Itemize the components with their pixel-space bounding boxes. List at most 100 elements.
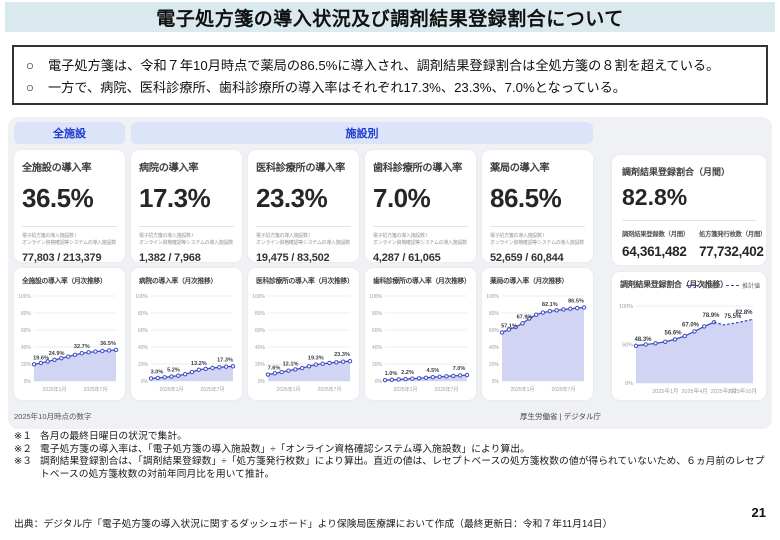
svg-text:5.2%: 5.2%: [167, 368, 180, 374]
chart-svg: 0% 20% 40% 60% 80% 100% 2025年1月 2025年7月 19.6%24.…: [18, 294, 119, 393]
svg-text:12.1%: 12.1%: [283, 362, 299, 368]
stat-sublabel-line2: オンライン資格確認等システムの導入施設数: [139, 240, 233, 246]
chart-card-hospitals-trend: 病院の導入率（月次推移） 0% 20% 40% 60% 80% 100% 2025年1月 20…: [131, 268, 242, 400]
svg-text:100%: 100%: [619, 304, 633, 310]
svg-text:60%: 60%: [21, 328, 32, 334]
svg-text:3.0%: 3.0%: [151, 369, 164, 375]
line-chart-hospitals: 0% 20% 40% 60% 80% 100% 2025年1月 2025年7月 3.0% 5.2%…: [135, 286, 238, 394]
svg-text:60%: 60%: [372, 328, 383, 334]
line-chart-all-facilities: 0% 20% 40% 60% 80% 100% 2025年1月 2025年7月 19.6% 24.…: [18, 286, 121, 394]
legend-label: 推計値: [741, 284, 760, 290]
svg-text:80%: 80%: [255, 311, 266, 317]
stat-card-all-facilities: 全施設の導入率 36.5% 電子処方箋の導入施設数 / オンライン資格確認等シス…: [14, 150, 125, 264]
footnote-marker: ※２: [14, 443, 33, 455]
stat-value: 86.5%: [490, 183, 562, 213]
footnote-2: ※２ 電子処方箋の導入率は、「電子処方箋の導入施設数」÷「オンライン資格確認シス…: [14, 444, 770, 457]
svg-text:36.5%: 36.5%: [100, 341, 116, 347]
svg-text:20%: 20%: [489, 362, 500, 368]
svg-text:60%: 60%: [489, 328, 500, 334]
svg-text:80%: 80%: [372, 311, 383, 317]
svg-text:4.5%: 4.5%: [426, 368, 439, 374]
svg-text:100%: 100%: [369, 294, 382, 300]
stat-sublabel-line1: 電子処方箋の導入施設数 /: [22, 233, 76, 239]
svg-text:67.9%: 67.9%: [517, 314, 533, 320]
svg-text:2025年4月: 2025年4月: [681, 387, 707, 395]
svg-text:82.1%: 82.1%: [542, 302, 558, 308]
chart-card-all-facilities-trend: 全施設の導入率（月次推移） 0% 20% 40% 60% 80% 100% 2025年1月 2…: [14, 268, 125, 400]
svg-text:40%: 40%: [21, 345, 32, 351]
svg-text:17.3%: 17.3%: [217, 357, 233, 363]
title-bar: 電子処方箋の導入状況及び調剤結果登録割合について: [5, 2, 775, 32]
svg-text:23.3%: 23.3%: [334, 352, 350, 358]
divider: [139, 226, 234, 227]
chart-card-registration-trend: 調剤結果登録割合（月次推移） 実測値 推計値 0% 50% 100% 2025年1月 2…: [612, 272, 766, 400]
svg-text:2025年7月: 2025年7月: [552, 386, 576, 393]
svg-text:7.6%: 7.6%: [268, 366, 281, 372]
bullet-circle-icon: ○: [26, 58, 34, 73]
stat-title: 薬局の導入率: [490, 163, 550, 174]
stat-ratio: 1,382 / 7,968: [139, 252, 201, 264]
svg-text:7.0%: 7.0%: [453, 366, 466, 372]
svg-text:78.9%: 78.9%: [702, 313, 720, 319]
stat-sublabel-line2: オンライン資格確認等システムの導入施設数: [373, 240, 467, 246]
svg-text:56.6%: 56.6%: [664, 330, 682, 336]
svg-text:2025年7月: 2025年7月: [711, 387, 737, 395]
bullet-circle-icon: ○: [26, 80, 34, 95]
svg-text:40%: 40%: [255, 345, 266, 351]
svg-text:0%: 0%: [492, 379, 500, 385]
stat-ratio: 4,287 / 61,065: [373, 252, 441, 264]
footnote-text: 電子処方箋の導入率は、「電子処方箋の導入施設数」÷「オンライン資格確認システム導…: [40, 443, 530, 455]
legend-item-measured: 実測値: [685, 281, 720, 290]
footnote-marker: ※３: [14, 456, 33, 468]
chart-legend: 実測値 推計値: [685, 281, 760, 290]
svg-text:48.3%: 48.3%: [634, 337, 652, 343]
chart-title: 医科診療所の導入率（月次推移）: [256, 278, 354, 285]
svg-text:2025年7月: 2025年7月: [318, 386, 342, 393]
stat-title: 歯科診療所の導入率: [373, 163, 462, 174]
prescription-count-value: 77,732,402: [699, 244, 764, 259]
svg-text:20%: 20%: [21, 362, 32, 368]
svg-text:80%: 80%: [21, 311, 32, 317]
svg-text:86.5%: 86.5%: [568, 298, 584, 304]
chart-svg: 0% 20% 40% 60% 80% 100% 2025年1月 2025年7月 3.0% 5.2%…: [135, 294, 236, 393]
registration-count-block: 調剤結果登録数（月間） 64,361,482: [622, 229, 689, 259]
svg-text:60%: 60%: [255, 328, 266, 334]
page-title: 電子処方箋の導入状況及び調剤結果登録割合について: [156, 8, 624, 30]
svg-text:100%: 100%: [252, 294, 265, 300]
footnote-marker: ※１: [14, 431, 33, 442]
chart-svg: 0% 20% 40% 60% 80% 100% 2025年1月 2025年7月 57.1%67.…: [486, 294, 587, 393]
stat-sublabel-line2: オンライン資格確認等システムの導入施設数: [256, 240, 350, 246]
svg-text:24.9%: 24.9%: [49, 351, 65, 357]
svg-text:0%: 0%: [258, 379, 266, 385]
svg-text:100%: 100%: [135, 294, 148, 300]
svg-text:80%: 80%: [138, 311, 149, 317]
source-citation: 出典：デジタル庁「電子処方箋の導入状況に関するダッシュボード」より保険局医療課に…: [14, 519, 613, 530]
divider: [622, 220, 756, 221]
svg-text:40%: 40%: [489, 345, 500, 351]
footnote-text: 調剤結果登録割合は、「調剤結果登録数」÷「処方箋発行枚数」により算出。直近の値は…: [40, 456, 765, 480]
svg-text:75.5%: 75.5%: [724, 314, 742, 320]
stat-card-medical-clinics: 医科診療所の導入率 23.3% 電子処方箋の導入施設数 / オンライン資格確認等…: [248, 150, 359, 264]
svg-text:2.2%: 2.2%: [401, 370, 414, 376]
registration-value: 82.8%: [622, 184, 688, 210]
svg-text:2025年1月: 2025年1月: [511, 386, 535, 393]
summary-text: 一方で、病院、医科診療所、歯科診療所の導入率はそれぞれ17.3%、23.3%、7…: [47, 80, 626, 95]
stat-title: 医科診療所の導入率: [256, 163, 345, 174]
stat-sublabel-line2: オンライン資格確認等システムの導入施設数: [490, 240, 584, 246]
svg-text:0%: 0%: [375, 379, 383, 385]
stat-sublabel: 電子処方箋の導入施設数 / オンライン資格確認等システムの導入施設数: [22, 233, 117, 247]
chart-title: 全施設の導入率（月次推移）: [22, 278, 107, 285]
stat-sublabel: 電子処方箋の導入施設数 / オンライン資格確認等システムの導入施設数: [373, 233, 468, 247]
stat-value: 23.3%: [256, 183, 328, 213]
stat-sublabel-line2: オンライン資格確認等システムの導入施設数: [22, 240, 116, 246]
prescription-count-label: 処方箋発行枚数（月間）: [699, 231, 767, 238]
divider: [256, 226, 351, 227]
summary-text: 電子処方箋は、令和７年10月時点で薬局の86.5%に導入され、調剤結果登録割合は…: [47, 58, 720, 73]
svg-text:19.6%: 19.6%: [33, 355, 49, 361]
svg-text:20%: 20%: [138, 362, 149, 368]
divider: [490, 226, 585, 227]
stat-title: 病院の導入率: [139, 163, 199, 174]
chart-card-pharmacies-trend: 薬局の導入率（月次推移） 0% 20% 40% 60% 80% 100% 2025年1月 20…: [482, 268, 593, 400]
line-chart-pharmacies: 0% 20% 40% 60% 80% 100% 2025年1月 2025年7月 57.1% 67.…: [486, 286, 589, 394]
